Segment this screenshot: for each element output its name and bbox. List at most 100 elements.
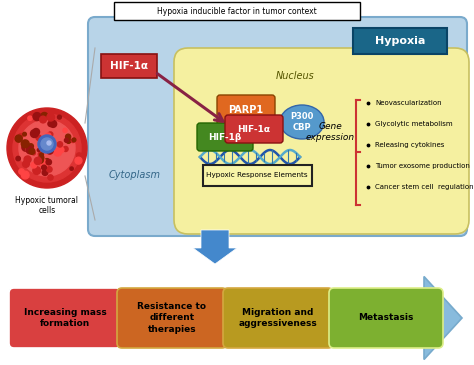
Circle shape (18, 134, 23, 138)
Circle shape (38, 135, 56, 153)
Circle shape (19, 120, 75, 176)
Circle shape (47, 114, 55, 121)
Circle shape (31, 162, 37, 168)
Text: Nucleus: Nucleus (275, 71, 314, 81)
Circle shape (26, 146, 33, 153)
Circle shape (37, 157, 44, 163)
Circle shape (42, 170, 48, 176)
Circle shape (13, 114, 81, 182)
Circle shape (21, 171, 29, 179)
Circle shape (41, 112, 48, 119)
Text: Resistance to
different
therapies: Resistance to different therapies (137, 302, 207, 334)
Text: HIF-1α: HIF-1α (110, 61, 148, 71)
Circle shape (57, 142, 63, 147)
Circle shape (50, 120, 57, 127)
Circle shape (72, 138, 76, 142)
Circle shape (32, 151, 36, 155)
FancyBboxPatch shape (223, 288, 333, 348)
FancyBboxPatch shape (353, 28, 447, 54)
Text: Releasing cytokines: Releasing cytokines (375, 142, 444, 148)
Circle shape (28, 116, 32, 120)
Circle shape (46, 160, 52, 165)
Circle shape (63, 146, 68, 151)
Circle shape (40, 160, 48, 168)
Circle shape (29, 149, 35, 154)
Circle shape (57, 115, 61, 119)
Ellipse shape (280, 105, 324, 139)
Circle shape (39, 155, 44, 160)
Circle shape (46, 167, 52, 172)
Text: Hypoxic tumoral
cells: Hypoxic tumoral cells (16, 196, 79, 215)
Text: HIF-1β: HIF-1β (209, 132, 242, 142)
Circle shape (36, 135, 41, 141)
Text: Migration and
aggressiveness: Migration and aggressiveness (238, 308, 318, 328)
Circle shape (63, 128, 67, 132)
Circle shape (7, 108, 87, 188)
FancyBboxPatch shape (217, 95, 275, 125)
Circle shape (28, 144, 33, 149)
FancyBboxPatch shape (117, 288, 227, 348)
Circle shape (48, 132, 53, 137)
Circle shape (15, 135, 22, 142)
Circle shape (48, 121, 53, 127)
Circle shape (76, 153, 82, 158)
Text: Cytoplasm: Cytoplasm (109, 170, 161, 180)
Circle shape (64, 138, 68, 142)
Circle shape (46, 133, 51, 138)
Circle shape (42, 165, 46, 170)
FancyBboxPatch shape (88, 17, 467, 236)
Circle shape (47, 139, 54, 146)
Text: P300
CBP: P300 CBP (290, 112, 314, 132)
FancyBboxPatch shape (9, 288, 121, 348)
Circle shape (30, 130, 38, 138)
Text: Hypoxia inducible factor in tumor context: Hypoxia inducible factor in tumor contex… (157, 7, 317, 15)
Circle shape (46, 142, 51, 148)
FancyBboxPatch shape (203, 165, 312, 186)
Text: HIF-1α: HIF-1α (237, 124, 271, 134)
Circle shape (23, 132, 27, 136)
Text: PARP1: PARP1 (228, 105, 264, 115)
Circle shape (75, 157, 82, 164)
Circle shape (33, 128, 39, 135)
Circle shape (33, 112, 41, 120)
Text: Cancer stem cell  regulation: Cancer stem cell regulation (375, 184, 474, 190)
Circle shape (48, 175, 53, 180)
FancyBboxPatch shape (101, 54, 157, 78)
Text: Hypoxia: Hypoxia (375, 36, 425, 46)
FancyBboxPatch shape (197, 123, 253, 151)
Circle shape (37, 149, 40, 151)
Text: Hypoxic Response Elements: Hypoxic Response Elements (206, 173, 308, 178)
Text: Glycolytic metabolism: Glycolytic metabolism (375, 121, 453, 127)
Text: Gene
expression: Gene expression (305, 122, 355, 142)
Circle shape (26, 146, 34, 154)
Circle shape (36, 157, 43, 164)
FancyBboxPatch shape (329, 288, 443, 348)
Text: Increasing mass
formation: Increasing mass formation (24, 308, 106, 328)
Circle shape (21, 140, 29, 148)
Circle shape (23, 161, 29, 167)
FancyBboxPatch shape (174, 48, 469, 234)
Polygon shape (193, 230, 237, 264)
Circle shape (47, 141, 51, 145)
Text: Metastasis: Metastasis (358, 314, 414, 323)
Circle shape (40, 116, 46, 123)
Circle shape (33, 167, 41, 174)
Circle shape (71, 139, 75, 142)
Circle shape (66, 139, 71, 143)
Circle shape (46, 147, 53, 154)
Circle shape (19, 169, 24, 174)
Circle shape (24, 142, 28, 147)
Circle shape (41, 138, 53, 150)
Circle shape (40, 153, 44, 157)
Circle shape (40, 162, 45, 166)
Circle shape (38, 153, 42, 156)
Polygon shape (10, 277, 462, 360)
Circle shape (24, 156, 31, 163)
Circle shape (34, 157, 41, 165)
Text: Neovascularization: Neovascularization (375, 100, 442, 106)
Circle shape (58, 147, 64, 153)
FancyBboxPatch shape (114, 2, 360, 20)
Circle shape (22, 143, 30, 151)
Circle shape (65, 134, 71, 139)
Text: Tumor exosome production: Tumor exosome production (375, 163, 470, 169)
